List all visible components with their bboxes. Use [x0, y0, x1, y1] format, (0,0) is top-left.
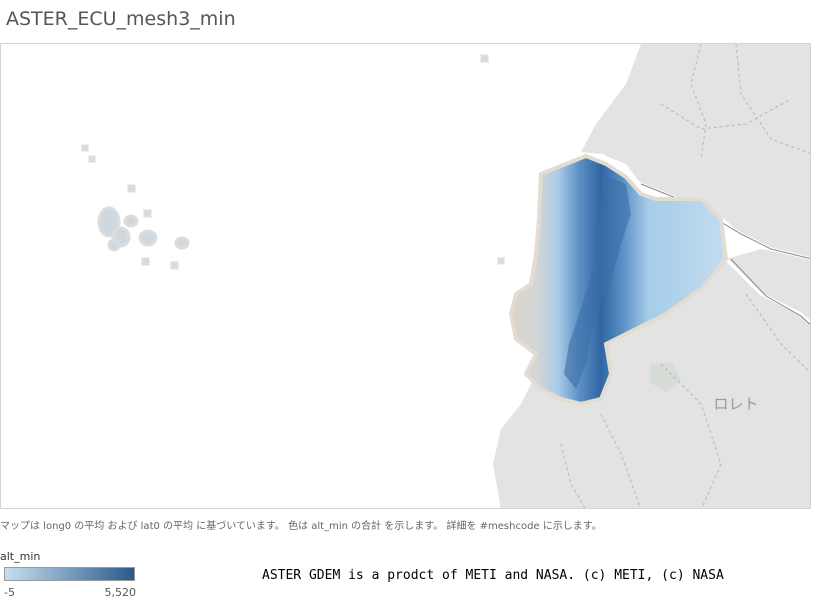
land-colombia	[581, 44, 810, 259]
lake-region	[649, 362, 681, 392]
map-canvas: ロレト	[81, 44, 810, 508]
legend-max-label: 5,520	[104, 586, 137, 599]
legend-color-ramp	[4, 567, 135, 581]
legend-min-label: -5	[4, 586, 15, 599]
view-title: ASTER_ECU_mesh3_min	[6, 8, 236, 30]
ecuador-elevation	[508, 153, 729, 407]
province-borders	[560, 44, 810, 508]
galapagos-islands	[81, 54, 505, 270]
legend-title: alt_min	[0, 550, 41, 563]
map-caption: マップは long0 の平均 および lat0 の平均 に基づいています。 色は…	[0, 521, 602, 532]
data-credit: ASTER GDEM is a prodct of METI and NASA.…	[262, 568, 724, 583]
map-label-loreto: ロレト	[713, 395, 758, 413]
map-view[interactable]: ロレト	[0, 43, 811, 509]
andes-ridge	[564, 174, 631, 389]
